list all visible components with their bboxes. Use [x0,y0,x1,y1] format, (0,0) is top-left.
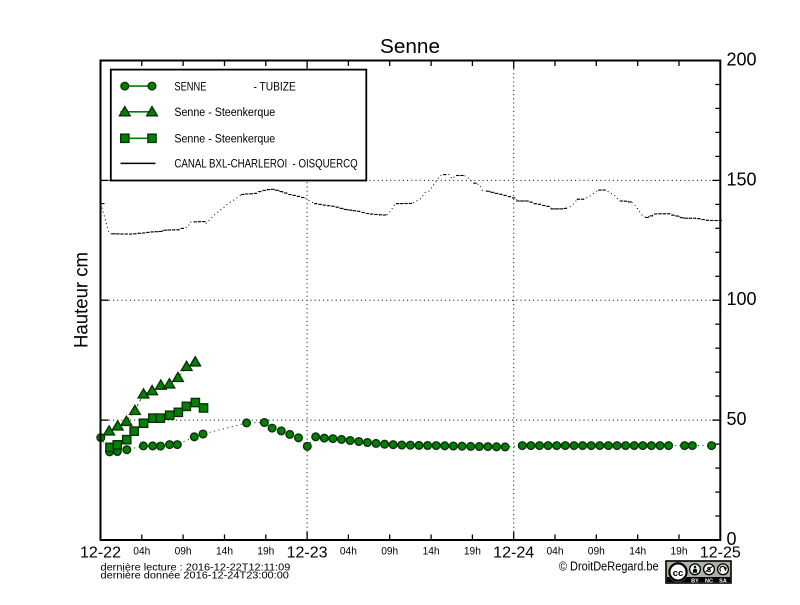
svg-text:09h: 09h [381,546,398,558]
svg-text:50: 50 [727,409,747,429]
svg-text:04h: 04h [133,546,150,558]
svg-text:14h: 14h [216,546,233,558]
svg-text:04h: 04h [340,546,357,558]
svg-text:BY: BY [691,579,699,585]
svg-text:Senne - Steenkerque: Senne - Steenkerque [174,107,275,119]
svg-text:09h: 09h [175,546,192,558]
svg-text:19h: 19h [257,546,274,558]
svg-text:© DroitDeRegard.be: © DroitDeRegard.be [559,560,659,574]
svg-text:14h: 14h [629,546,646,558]
svg-text:09h: 09h [588,546,605,558]
svg-text:19h: 19h [464,546,481,558]
svg-text:NC: NC [705,579,713,585]
svg-text:Senne: Senne [380,35,440,58]
svg-text:CANAL BXL-CHARLEROI - OISQUER: CANAL BXL-CHARLEROI - OISQUERCQ [174,159,357,171]
svg-text:150: 150 [727,169,757,189]
svg-text:12-22: 12-22 [80,545,121,562]
svg-text:19h: 19h [671,546,688,558]
svg-text:100: 100 [727,289,757,309]
svg-text:Hauteur cm: Hauteur cm [72,252,93,348]
svg-text:SA: SA [719,579,727,585]
svg-text:12-24: 12-24 [493,545,534,562]
svg-text:200: 200 [727,50,757,70]
svg-text:12-23: 12-23 [287,545,328,562]
svg-text:dernière donnée 2016-12-24T23: dernière donnée 2016-12-24T23:00:00 [101,570,290,582]
svg-text:12-25: 12-25 [700,545,741,562]
svg-text:14h: 14h [423,546,440,558]
svg-text:dernière lecture : 2016-12-22T: dernière lecture : 2016-12-22T12:11:09 [101,561,291,573]
svg-text:cc: cc [673,568,684,579]
svg-text:$: $ [707,565,712,574]
svg-text:SENNE: SENNE [174,81,206,93]
svg-text:- TUBIZE: - TUBIZE [254,81,297,93]
svg-text:04h: 04h [547,546,564,558]
svg-text:Senne - Steenkerque: Senne - Steenkerque [174,134,275,146]
svg-text:0: 0 [727,529,737,549]
